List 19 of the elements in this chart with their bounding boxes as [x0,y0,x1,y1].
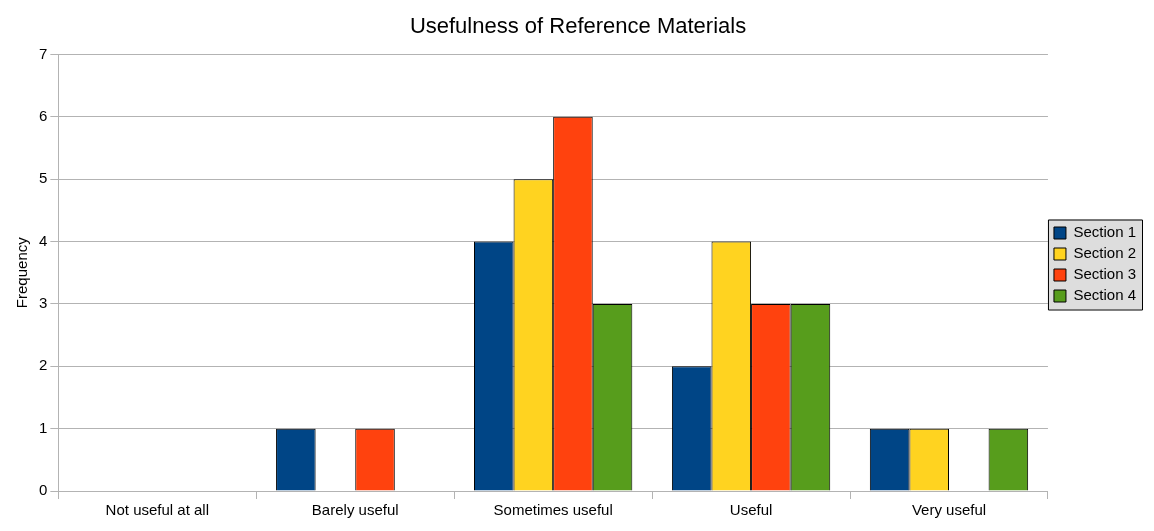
y-tick-label: 7 [39,44,48,62]
legend-label: Section 3 [1073,265,1137,283]
legend-label: Section 4 [1073,286,1137,304]
x-tick-label: Not useful at all [105,501,209,519]
y-tick-label: 1 [39,418,48,436]
y-tick-label: 4 [39,231,48,249]
x-tick-label: Very useful [911,501,987,519]
x-tick-label: Barely useful [311,501,399,519]
x-tick-label: Sometimes useful [493,501,613,519]
y-tick-label: 0 [39,481,48,499]
y-tick-label: 2 [39,356,48,374]
legend-label: Section 2 [1073,244,1137,262]
y-tick-label: 6 [39,106,48,124]
y-tick-label: 3 [39,294,48,312]
y-tick-label: 5 [39,169,48,187]
x-tick-label: Useful [729,501,773,519]
y-axis-title: Frequency [13,236,31,309]
chart-title: Usefulness of Reference Materials [409,13,747,39]
legend-label: Section 1 [1073,223,1137,241]
